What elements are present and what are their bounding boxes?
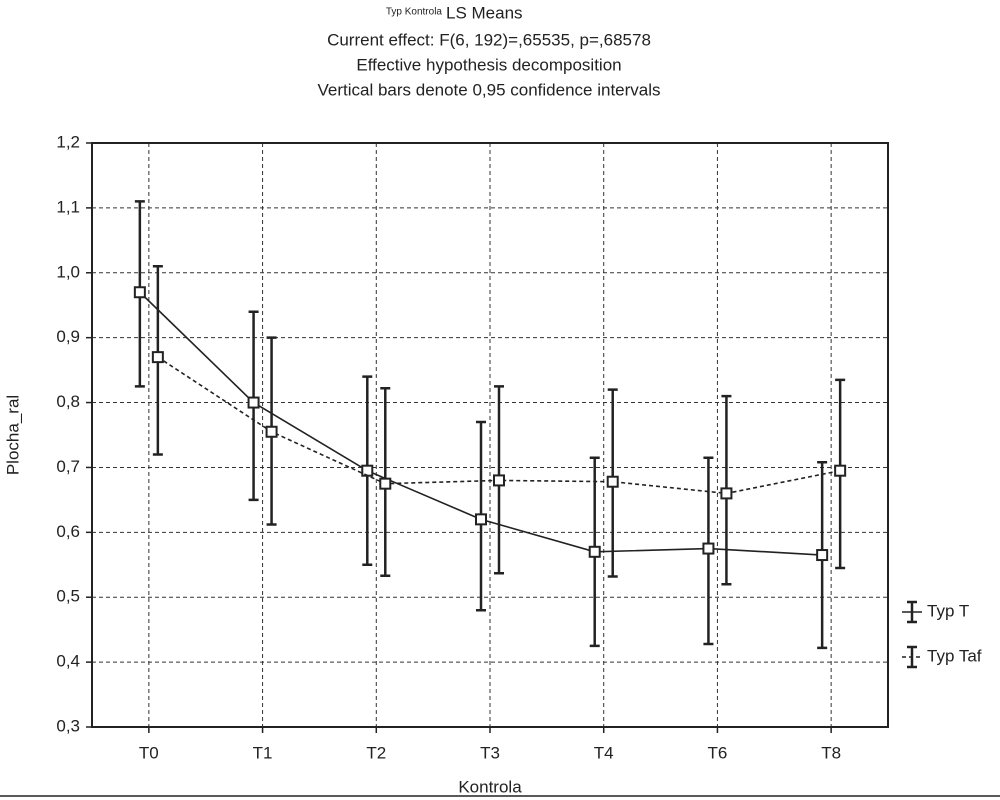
y-tick-label: 0,7 <box>56 457 80 476</box>
point-marker <box>247 396 260 409</box>
y-tick-label: 1,0 <box>56 262 80 281</box>
y-tick-label: 0,9 <box>56 327 80 346</box>
y-axis-label: Plocha_ral <box>3 395 22 475</box>
y-tick-label: 0,8 <box>56 392 80 411</box>
y-tick-label: 0,3 <box>56 716 80 735</box>
plot-frame <box>91 142 889 728</box>
title-note: Typ Kontrola <box>386 7 443 18</box>
point-marker <box>834 464 847 477</box>
x-tick-label: T2 <box>366 743 386 762</box>
x-tick-label: T0 <box>139 743 159 762</box>
y-tick-label: 1,2 <box>56 132 80 151</box>
point-marker <box>588 545 601 558</box>
subtitle: Vertical bars denote 0,95 confidence int… <box>317 80 660 99</box>
x-tick-label: T6 <box>708 743 728 762</box>
y-tick-label: 0,5 <box>56 587 80 606</box>
point-marker <box>816 549 829 562</box>
point-marker <box>133 286 146 299</box>
point-marker <box>379 477 392 490</box>
x-tick-label: T4 <box>594 743 614 762</box>
x-tick-label: T3 <box>480 743 500 762</box>
point-marker <box>702 542 715 555</box>
y-tick-label: 1,1 <box>56 197 80 216</box>
legend-icon <box>907 645 917 669</box>
y-tick-label: 0,6 <box>56 522 80 541</box>
point-marker <box>720 487 733 500</box>
x-tick-label: T8 <box>821 743 841 762</box>
subtitle: Effective hypothesis decomposition <box>356 55 621 74</box>
point-marker <box>265 425 278 438</box>
point-marker <box>493 474 505 487</box>
legend-label: Typ Taf <box>927 646 982 665</box>
legend-label: Typ T <box>927 601 969 620</box>
subtitle: Current effect: F(6, 192)=,65535, p=,685… <box>327 30 651 49</box>
x-tick-label: T1 <box>253 743 273 762</box>
chart-title: LS Means <box>446 3 523 22</box>
point-marker <box>361 464 374 477</box>
point-marker <box>606 475 619 488</box>
legend-icon <box>907 600 917 624</box>
point-marker <box>151 351 164 364</box>
point-marker <box>475 513 487 526</box>
x-axis-label: Kontrola <box>458 777 522 796</box>
y-tick-label: 0,4 <box>56 652 80 671</box>
